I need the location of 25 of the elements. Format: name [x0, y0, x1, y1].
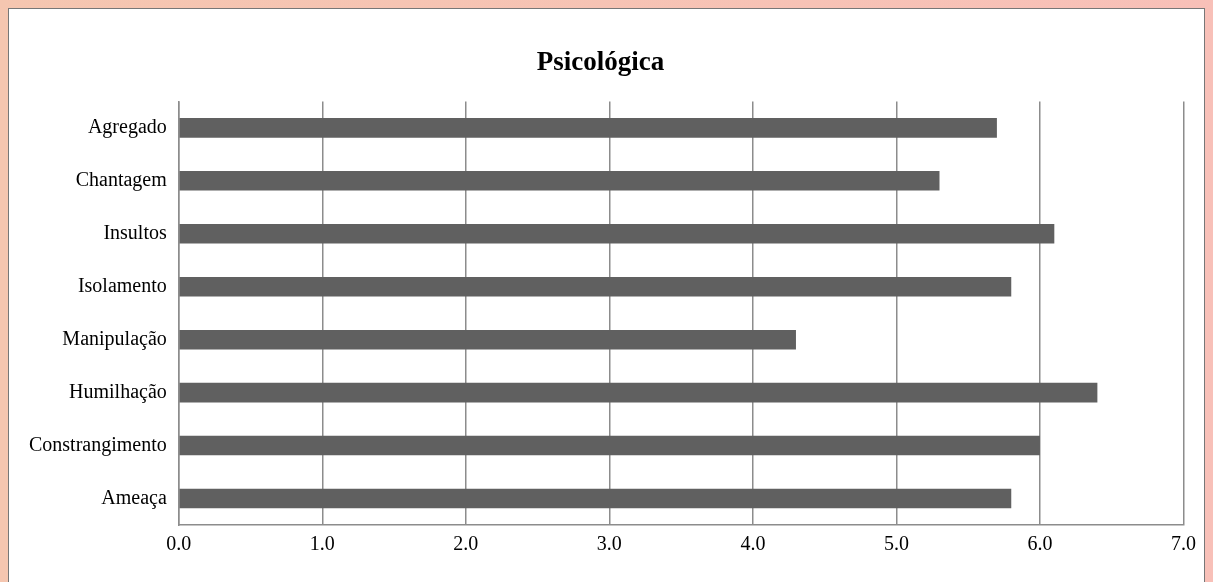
bar — [179, 276, 1012, 297]
bar — [179, 118, 997, 138]
x-tick-label: 5.0 — [883, 532, 909, 555]
y-tick-label: Agregado — [87, 115, 167, 139]
chart-title: Psicológica — [536, 46, 665, 77]
x-tick-label: 7.0 — [1171, 532, 1196, 555]
x-tick-label: 1.0 — [309, 532, 335, 555]
bar — [179, 382, 1098, 403]
x-tick-label: 4.0 — [740, 532, 766, 555]
x-tick-label: 6.0 — [1027, 532, 1053, 555]
x-tick-label: 2.0 — [453, 532, 479, 555]
y-tick-label: Humilhação — [69, 379, 167, 403]
y-tick-label: Isolamento — [77, 273, 167, 296]
x-tick-label: 0.0 — [166, 532, 192, 555]
bar — [179, 223, 1055, 244]
y-tick-label: Ameaça — [101, 485, 167, 509]
y-tick-label: Manipulação — [62, 326, 167, 350]
bar — [179, 329, 796, 350]
y-tick-label: Insultos — [103, 221, 167, 244]
bar — [179, 435, 1040, 456]
bar — [179, 488, 1012, 509]
y-tick-label: Constrangimento — [29, 432, 167, 456]
bar — [179, 171, 940, 191]
x-tick-label: 3.0 — [596, 532, 622, 555]
y-tick-label: Chantagem — [75, 168, 168, 192]
